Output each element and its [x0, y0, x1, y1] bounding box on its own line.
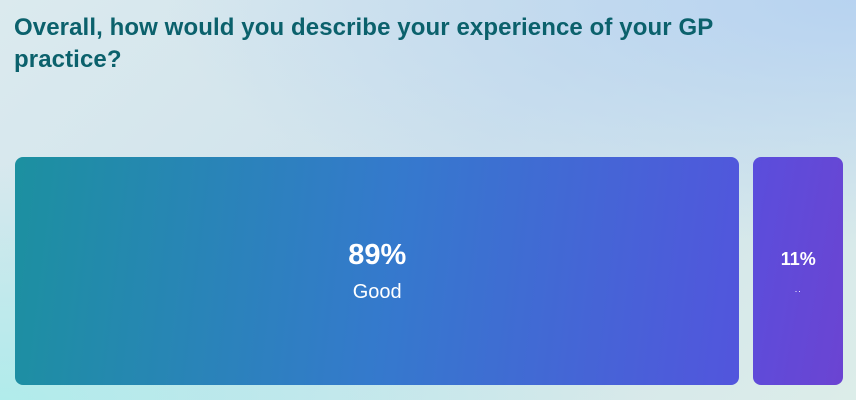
bar-segment-other[interactable]: 11% .. [753, 157, 843, 385]
bar-category-label: Good [352, 280, 402, 303]
bar-chart-plot-area: 89% Good 11% .. [15, 157, 843, 385]
bar-segment-good[interactable]: 89% Good [15, 157, 740, 385]
bar-category-label-truncated: .. [794, 283, 802, 294]
chart-title: Overall, how would you describe your exp… [14, 14, 713, 73]
bar-value-label: 89% [348, 238, 407, 271]
bar-value-label: 11% [780, 248, 816, 269]
